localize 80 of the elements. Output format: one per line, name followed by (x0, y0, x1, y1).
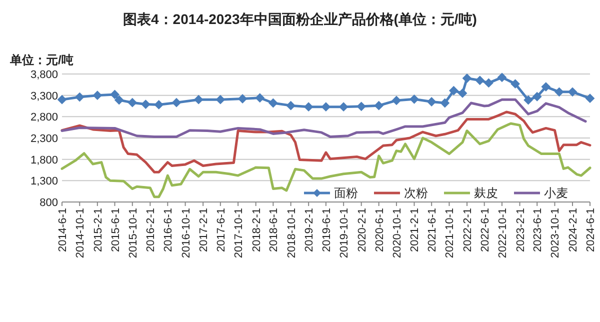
legend-label: 小麦 (544, 186, 568, 200)
y-axis-title: 单位：元/吨 (9, 53, 74, 67)
point (554, 87, 564, 96)
point (141, 100, 150, 109)
y-tick-label: 800 (40, 197, 58, 209)
point (128, 98, 137, 108)
point (268, 98, 278, 108)
point (286, 101, 296, 110)
point (154, 100, 164, 110)
x-tick-label: 2023-2-1 (514, 208, 527, 252)
x-tick-label: 2022-6-1 (479, 208, 492, 252)
point (497, 72, 506, 82)
point (172, 98, 181, 108)
x-tick-label: 2021-6-1 (426, 208, 439, 252)
y-tick-label: 2,300 (30, 133, 58, 145)
x-tick-label: 2017-2-1 (198, 208, 210, 252)
point (255, 93, 264, 102)
x-tick-label: 2023-10-1 (550, 208, 562, 258)
legend-label: 麸皮 (474, 186, 498, 200)
x-tick-label: 2019-6-1 (320, 208, 333, 252)
point (458, 88, 468, 98)
point (75, 92, 84, 102)
point (475, 76, 484, 85)
x-tick-label: 2018-10-1 (286, 208, 298, 258)
point (524, 96, 533, 105)
point (462, 74, 472, 83)
point (586, 94, 594, 103)
x-tick-label: 2024-2-1 (568, 208, 580, 252)
legend-label: 次粉 (404, 186, 428, 200)
point (568, 87, 578, 96)
point (304, 102, 314, 112)
x-tick-label: 2022-10-1 (496, 208, 509, 258)
x-tick-label: 2019-2-1 (304, 208, 316, 252)
point (484, 78, 494, 88)
x-tick-label: 2018-6-1 (268, 208, 280, 252)
point (194, 95, 204, 104)
y-tick-label: 1,300 (30, 176, 58, 188)
x-tick-label: 2016-2-1 (145, 208, 158, 252)
point (92, 90, 102, 100)
x-tick-label: 2020-10-1 (391, 208, 404, 258)
x-tick-label: 2022-2-1 (462, 208, 474, 252)
x-tick-label: 2023-6-1 (532, 208, 544, 252)
x-tick-label: 2019-10-1 (338, 208, 351, 258)
point (440, 98, 450, 108)
y-tick-label: 3,800 (30, 69, 58, 81)
point (114, 96, 124, 105)
x-tick-label: 2016-6-1 (162, 208, 175, 252)
point (532, 92, 542, 102)
legend-label: 面粉 (334, 186, 358, 200)
x-tick-label: 2020-2-1 (356, 208, 368, 252)
point (238, 94, 248, 104)
y-tick-label: 1,800 (30, 154, 58, 166)
x-tick-label: 2014-6-1 (57, 208, 69, 252)
x-tick-label: 2017-10-1 (233, 208, 246, 258)
point (356, 102, 366, 111)
point (410, 94, 419, 104)
point (321, 102, 330, 112)
point (58, 95, 66, 104)
x-tick-label: 2015-10-1 (127, 208, 140, 258)
y-tick-label: 3,300 (30, 90, 58, 102)
x-tick-label: 2021-10-1 (444, 208, 456, 258)
y-tick-label: 2,800 (30, 112, 58, 124)
point (216, 95, 225, 104)
point (392, 96, 401, 105)
x-tick-label: 2015-6-1 (110, 208, 122, 252)
point (510, 79, 520, 88)
point (449, 86, 458, 96)
point (427, 97, 436, 106)
x-tick-label: 2020-6-1 (374, 208, 386, 252)
x-tick-label: 2016-10-1 (180, 208, 192, 258)
point (110, 90, 120, 99)
chart-title: 图表4：2014-2023年中国面粉企业产品价格(单位：元/吨) (123, 11, 477, 27)
x-tick-label: 2017-6-1 (215, 208, 228, 252)
x-tick-label: 2021-2-1 (409, 208, 422, 252)
x-tick-label: 2024-6-1 (585, 208, 597, 252)
x-tick-label: 2018-2-1 (250, 208, 263, 252)
x-tick-label: 2015-2-1 (92, 208, 104, 252)
point (541, 82, 550, 92)
x-tick-label: 2014-10-1 (74, 208, 87, 258)
point (374, 101, 384, 110)
